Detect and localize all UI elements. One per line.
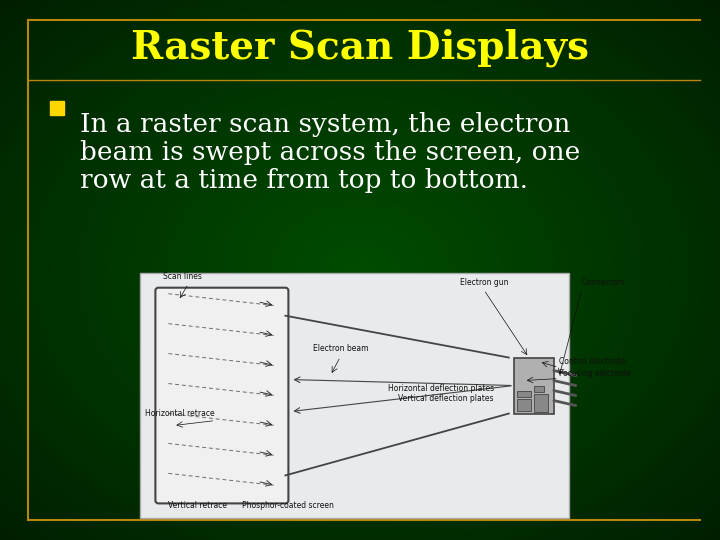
Bar bbox=[50, 101, 64, 115]
Text: Vertical deflection plates: Vertical deflection plates bbox=[398, 394, 494, 402]
Text: row at a time from top to bottom.: row at a time from top to bottom. bbox=[80, 168, 528, 193]
Bar bbox=[517, 399, 531, 410]
Text: Horizontal retrace: Horizontal retrace bbox=[145, 409, 215, 417]
Text: Horizontal deflection plates: Horizontal deflection plates bbox=[387, 383, 494, 393]
Text: Raster Scan Displays: Raster Scan Displays bbox=[131, 29, 589, 68]
Text: Electron beam: Electron beam bbox=[312, 343, 368, 353]
Text: Focusing electrode: Focusing electrode bbox=[559, 368, 631, 377]
Text: beam is swept across the screen, one: beam is swept across the screen, one bbox=[80, 140, 580, 165]
Bar bbox=[514, 357, 554, 414]
Text: Connectors: Connectors bbox=[582, 278, 625, 287]
Bar bbox=[534, 394, 548, 411]
Text: Vertical retrace: Vertical retrace bbox=[168, 502, 228, 510]
Text: Phosphor-coated screen: Phosphor-coated screen bbox=[242, 502, 334, 510]
Bar bbox=[517, 390, 531, 396]
FancyBboxPatch shape bbox=[156, 288, 289, 503]
Text: Control electrode: Control electrode bbox=[559, 356, 625, 366]
Bar bbox=[140, 273, 569, 518]
Text: In a raster scan system, the electron: In a raster scan system, the electron bbox=[80, 112, 570, 137]
Text: Electron gun: Electron gun bbox=[459, 278, 508, 287]
Text: Scan lines: Scan lines bbox=[163, 272, 202, 281]
Bar bbox=[534, 386, 544, 392]
